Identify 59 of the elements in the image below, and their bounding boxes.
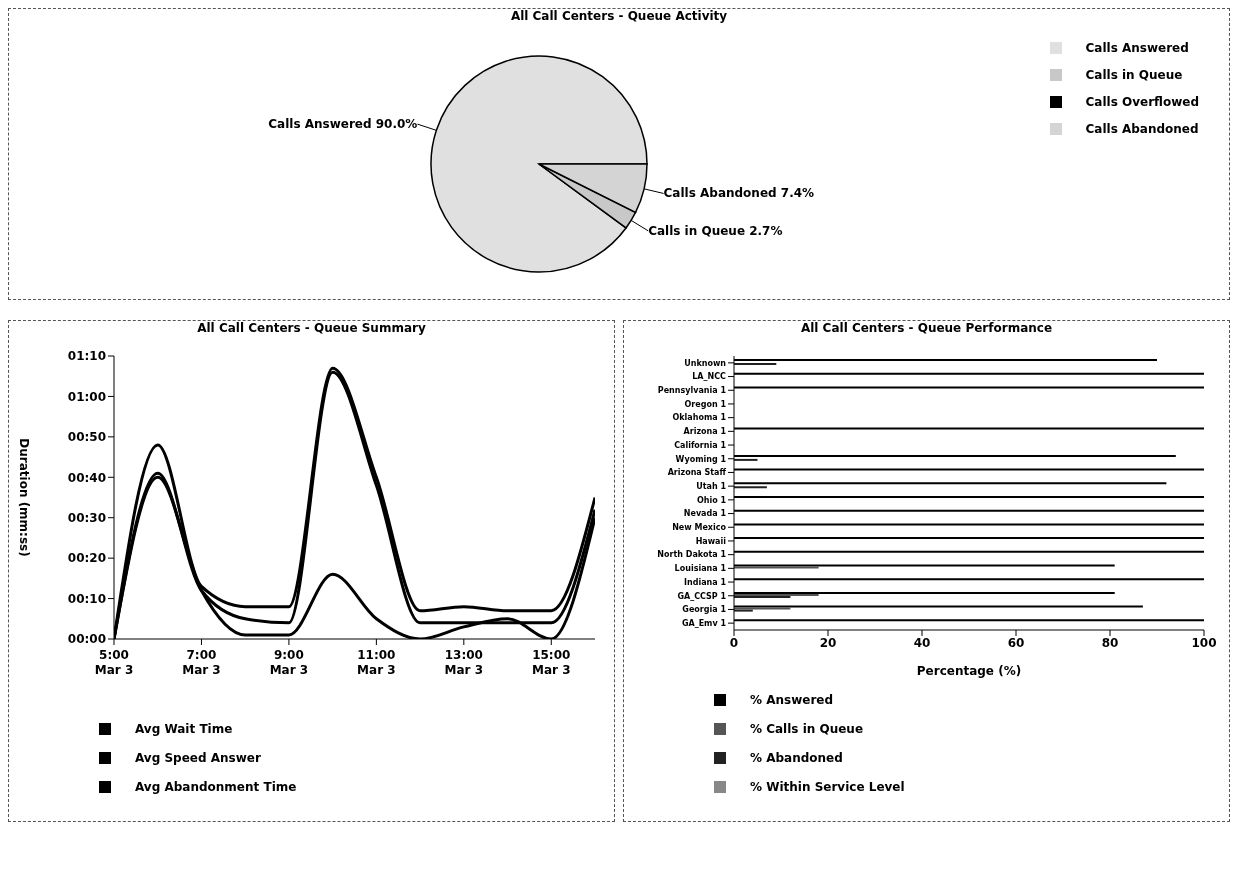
y-tick-label: 01:10 (67, 349, 106, 364)
category-label: Calls Answered 90.0% (268, 117, 418, 132)
y-tick-label: Hawaii (695, 536, 727, 546)
x-tick-label: 0 (729, 635, 739, 650)
x-tick-label: 11:00 Mar 3 (357, 648, 396, 677)
legend-label: Avg Abandonment Time (135, 780, 297, 794)
legend-label: Calls Answered (1085, 41, 1189, 55)
y-tick-label: Ohio 1 (696, 495, 727, 505)
y-tick-label: Utah 1 (696, 481, 727, 491)
y-tick-label: Oklahoma 1 (672, 413, 727, 423)
chart-title: All Call Centers - Queue Summary (196, 321, 427, 337)
legend-label: % Abandoned (750, 751, 843, 765)
x-tick-label: 7:00 Mar 3 (182, 648, 221, 677)
y-tick-label: 00:50 (67, 430, 106, 445)
y-tick-label: Arizona Staff (667, 468, 727, 478)
x-tick-label: 9:00 Mar 3 (269, 648, 309, 677)
y-tick-label: Oregon 1 (684, 399, 727, 409)
x-tick-label: 5:00 Mar 3 (94, 648, 134, 677)
x-tick-label: 15:00 Mar 3 (532, 648, 571, 677)
y-tick-label: Wyoming 1 (675, 454, 727, 464)
y-tick-label: Nevada 1 (683, 509, 727, 519)
x-tick-label: 60 (1007, 635, 1025, 650)
y-tick-label: LA_NCC (692, 372, 727, 382)
y-tick-label: Arizona 1 (683, 427, 727, 437)
y-tick-label: GA_CCSP 1 (677, 591, 727, 601)
y-tick-label: New Mexico (672, 523, 727, 533)
x-tick-label: 100 (1191, 635, 1217, 650)
y-tick-label: North Dakota 1 (657, 550, 727, 560)
category-label: Calls in Queue 2.7% (648, 223, 783, 238)
x-tick-label: 80 (1101, 635, 1119, 650)
legend-label: Avg Wait Time (135, 722, 233, 736)
y-tick-label: GA_Emv 1 (681, 618, 727, 628)
x-tick-label: 40 (913, 635, 931, 650)
legend-label: Calls Overflowed (1085, 95, 1199, 109)
legend-label: Calls Abandoned (1085, 122, 1199, 136)
y-tick-label: Unknown (684, 358, 727, 368)
y-tick-label: Georgia 1 (682, 605, 727, 615)
chart-title: All Call Centers - Queue Activity (509, 9, 729, 25)
x-axis-title: Percentage (%) (916, 664, 1022, 678)
x-tick-label: 13:00 Mar 3 (444, 648, 484, 677)
legend-label: % Calls in Queue (750, 722, 864, 736)
legend-label: Avg Speed Answer (135, 751, 261, 765)
y-tick-label: Louisiana 1 (674, 564, 727, 574)
y-tick-label: 00:00 (67, 632, 106, 647)
y-tick-label: Pennsylvania 1 (657, 386, 727, 396)
y-axis-title: Duration (mm:ss) (16, 438, 31, 557)
x-tick-label: 20 (819, 635, 837, 650)
legend-label: % Within Service Level (750, 780, 905, 794)
legend-label: Calls in Queue (1085, 68, 1183, 82)
y-tick-label: 00:40 (67, 470, 106, 485)
y-tick-label: California 1 (674, 440, 727, 450)
y-tick-label: 00:30 (67, 510, 106, 525)
category-label: Calls Abandoned 7.4% (663, 186, 815, 201)
y-tick-label: 00:10 (67, 591, 106, 606)
y-tick-label: 01:00 (67, 389, 106, 404)
legend-label: % Answered (750, 693, 834, 707)
y-tick-label: Indiana 1 (684, 577, 727, 587)
chart-title: All Call Centers - Queue Performance (799, 321, 1054, 337)
y-tick-label: 00:20 (67, 551, 106, 566)
